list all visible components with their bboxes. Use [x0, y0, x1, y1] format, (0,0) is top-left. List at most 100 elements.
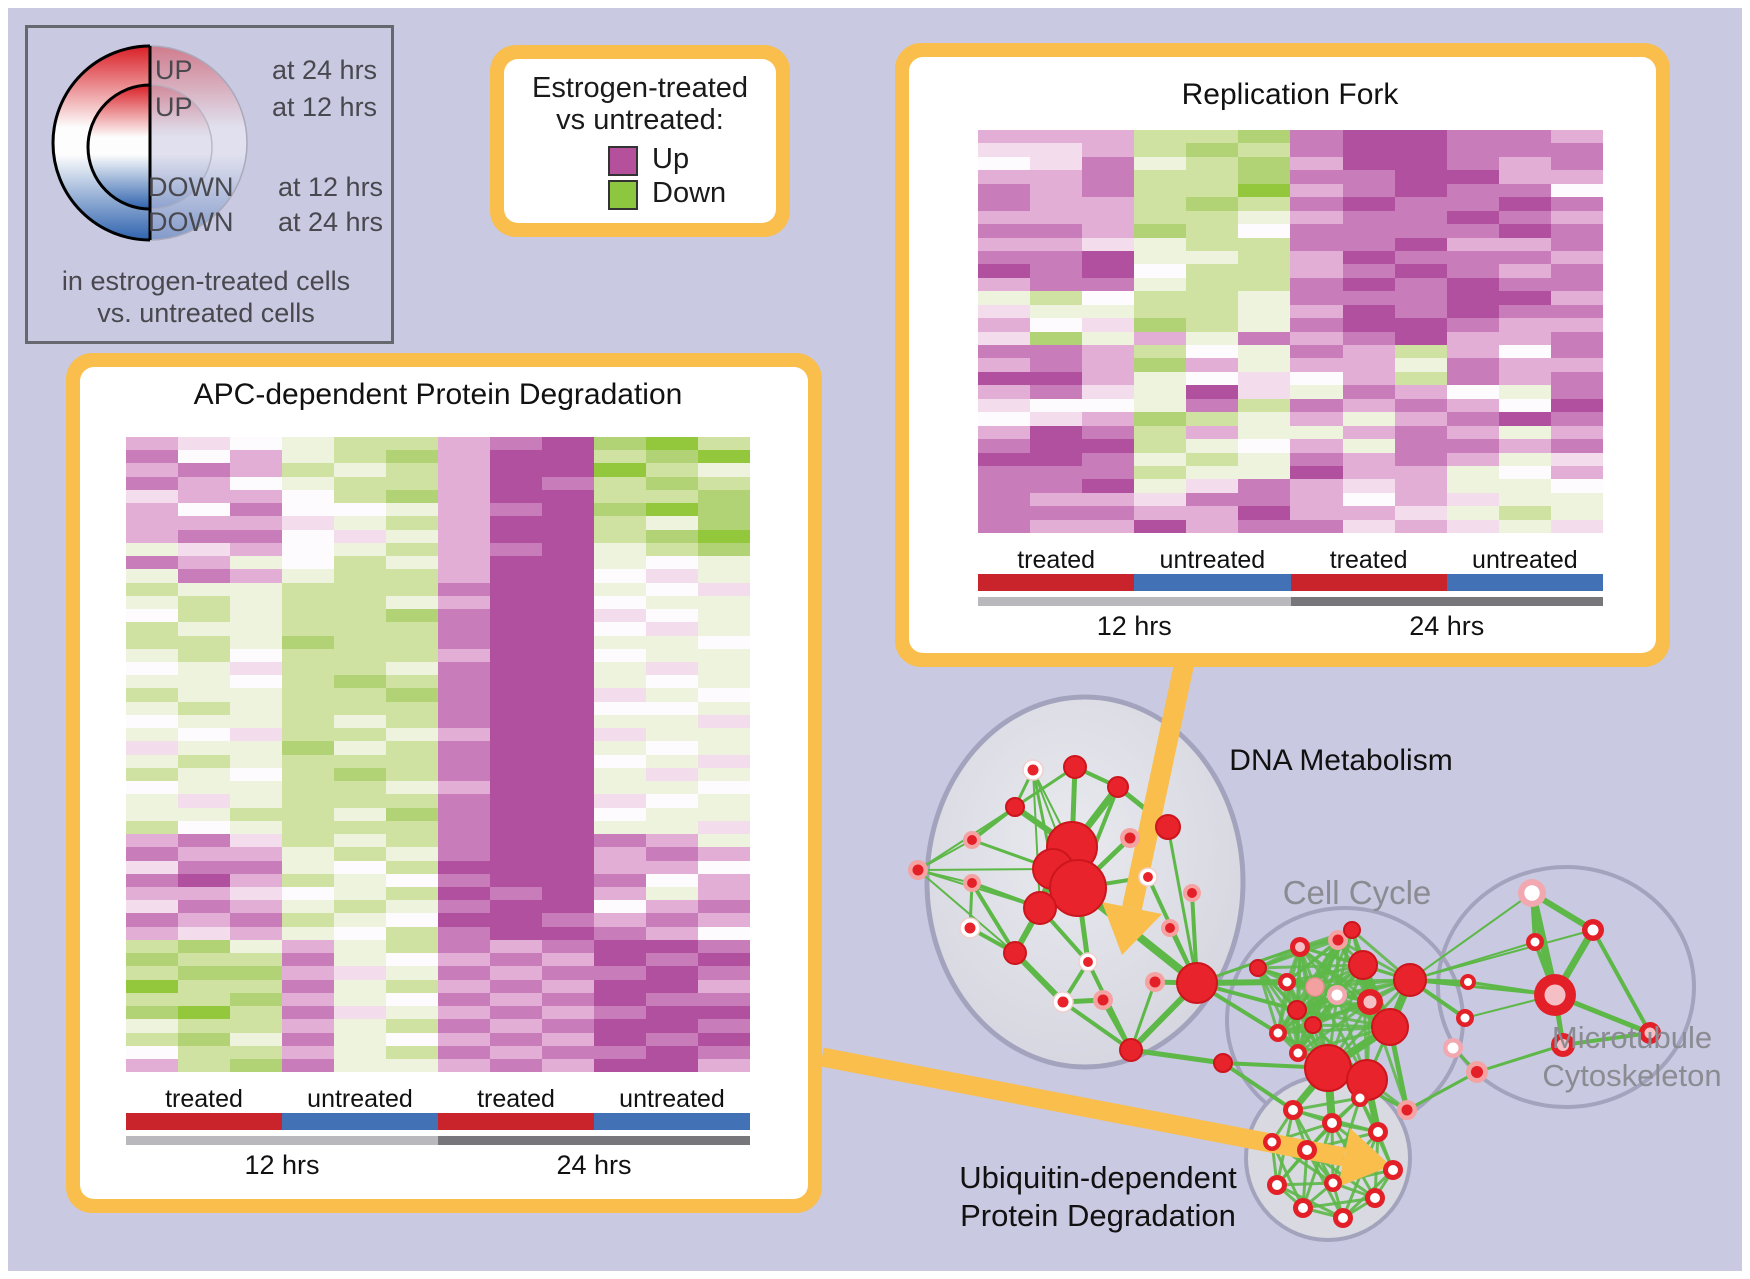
heatmap-cell	[1238, 479, 1291, 493]
heatmap-row	[126, 595, 750, 610]
heatmap-cell	[490, 992, 542, 1007]
heatmap-cell	[1550, 492, 1603, 507]
heatmap-cell	[438, 1006, 490, 1020]
heatmap-cell	[1498, 519, 1551, 534]
heatmap-cell	[1342, 304, 1395, 319]
heatmap-cell	[1290, 224, 1343, 238]
network-node-cell	[1343, 921, 1361, 939]
heatmap-cell	[646, 516, 698, 530]
heatmap-cell	[1082, 143, 1135, 157]
heatmap-cell	[698, 437, 750, 451]
heatmap-cell	[1290, 506, 1343, 520]
heatmap-cell	[1550, 130, 1603, 144]
heatmap-cell	[542, 489, 594, 504]
heatmap-row	[978, 210, 1603, 225]
heatmap-cell	[178, 794, 230, 808]
heatmap-cell	[282, 781, 334, 795]
heatmap-cell	[334, 834, 386, 848]
heatmap-cell	[126, 900, 178, 914]
heatmap-row	[126, 569, 750, 583]
heatmap-cell	[698, 661, 750, 676]
heatmap-cell	[386, 820, 438, 835]
heatmap-cell	[438, 1019, 490, 1033]
ubiquitin-label-line1: Ubiquitin-dependent	[959, 1160, 1237, 1195]
heatmap-cell	[386, 847, 438, 861]
treated-bar	[438, 1113, 594, 1130]
heatmap-cell	[490, 741, 542, 755]
heatmap-cell	[490, 595, 542, 610]
heatmap-cell	[490, 953, 542, 967]
heatmap-row	[978, 385, 1603, 399]
heatmap-cell	[1186, 358, 1239, 372]
heatmap-cell	[594, 648, 646, 662]
heatmap-cell	[1394, 439, 1447, 453]
heatmap-cell	[1290, 492, 1343, 507]
network-edge	[1591, 928, 1652, 1035]
heatmap-cell	[386, 609, 438, 623]
heatmap-cell	[490, 556, 542, 570]
heatmap-cell	[1498, 492, 1551, 507]
time-bar-12hrs	[126, 1136, 438, 1145]
heatmap-cell	[978, 237, 1031, 251]
heatmap-row	[126, 503, 750, 517]
heatmap-cell	[1394, 506, 1447, 520]
network-edge	[1129, 980, 1157, 1052]
heatmap-cell	[490, 728, 542, 742]
heatmap-cell	[594, 595, 646, 610]
heatmap-cell	[490, 1059, 542, 1073]
heatmap-cell	[1186, 170, 1239, 184]
heatmap-cell	[178, 820, 230, 835]
heatmap-cell	[230, 476, 282, 490]
heatmap-cell	[386, 834, 438, 848]
heatmap-cell	[490, 542, 542, 557]
heatmap-cell	[1134, 371, 1187, 386]
heatmap-cell	[1134, 277, 1187, 292]
network-node-cell	[1331, 989, 1343, 1001]
heatmap-cell	[178, 900, 230, 914]
heatmap-row	[978, 130, 1603, 144]
heatmap-cell	[1134, 331, 1187, 345]
heatmap-cell	[334, 437, 386, 451]
heatmap-row	[978, 197, 1603, 211]
network-edge	[1061, 1000, 1133, 1052]
heatmap-cell	[1550, 318, 1603, 332]
heatmap-cell	[178, 648, 230, 662]
heatmap-cell	[1498, 506, 1551, 520]
heatmap-row	[978, 183, 1603, 198]
heatmap-cell	[1446, 170, 1499, 184]
heatmap-cell	[1030, 506, 1083, 520]
heatmap-cell	[126, 926, 178, 940]
heatmap-cell	[542, 569, 594, 583]
heatmap-cell	[386, 728, 438, 742]
heatmap-cell	[1134, 304, 1187, 319]
heatmap-cell	[1446, 224, 1499, 238]
heatmap-cell	[646, 661, 698, 676]
heatmap-cell	[1134, 439, 1187, 453]
heatmap-cell	[1186, 519, 1239, 534]
heatmap-cell	[646, 714, 698, 729]
heatmap-cell	[438, 489, 490, 504]
heatmap-cell	[230, 741, 282, 755]
heatmap-cell	[334, 635, 386, 649]
heatmap-cell	[178, 489, 230, 504]
network-edge	[1475, 1043, 1565, 1074]
heatmap-cell	[1134, 250, 1187, 265]
heatmap-cell	[126, 966, 178, 980]
heatmap-cell	[1186, 156, 1239, 171]
heatmap-cell	[178, 807, 230, 821]
heatmap-cell	[542, 688, 594, 702]
heatmap-cell	[126, 847, 178, 861]
ubiquitin-label-line2: Protein Degradation	[960, 1198, 1236, 1233]
heatmap-cell	[1550, 143, 1603, 157]
heatmap-cell	[542, 1045, 594, 1060]
heatmap-cell	[126, 1006, 178, 1020]
network-node-dna	[1083, 957, 1093, 967]
heatmap-cell	[542, 767, 594, 782]
heatmap-row	[978, 304, 1603, 319]
heatmap-cell	[230, 582, 282, 596]
heatmap-cell	[1082, 371, 1135, 386]
heatmap-cell	[1238, 143, 1291, 157]
heatmap-cell	[282, 794, 334, 808]
heatmap-cell	[1446, 277, 1499, 292]
heatmap-cell	[594, 1019, 646, 1033]
